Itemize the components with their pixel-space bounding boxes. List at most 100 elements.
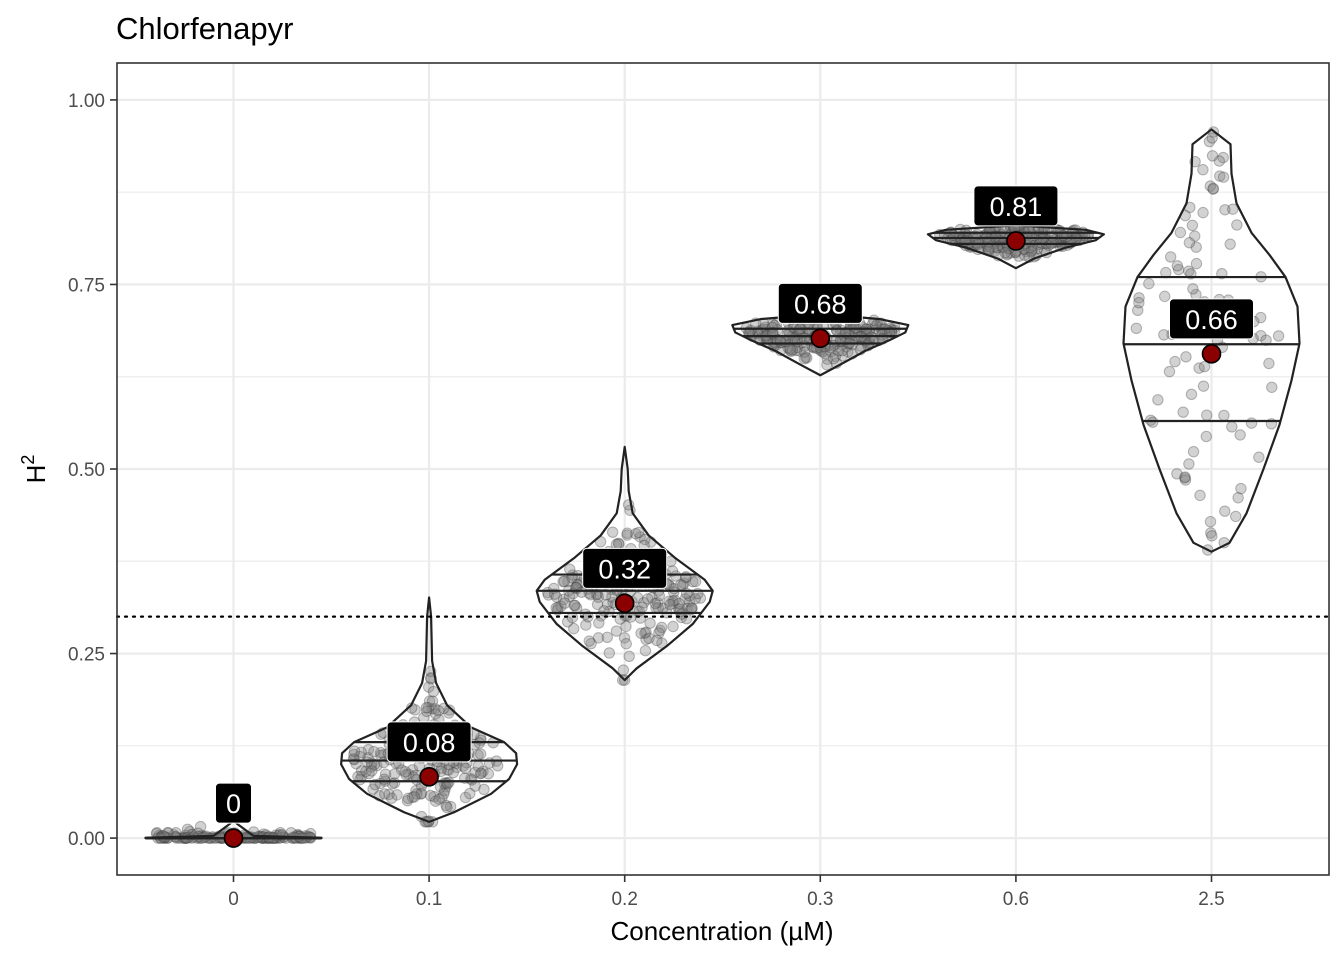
data-point xyxy=(991,242,1004,254)
data-point xyxy=(580,619,592,631)
data-point xyxy=(399,766,411,778)
data-point xyxy=(1190,241,1202,253)
mean-label-box xyxy=(973,185,1059,227)
data-point xyxy=(568,599,580,612)
data-point xyxy=(440,799,452,812)
data-point xyxy=(400,769,412,781)
data-point xyxy=(1189,230,1201,242)
data-point xyxy=(1204,516,1217,528)
data-point xyxy=(591,598,604,611)
data-point xyxy=(1130,322,1143,335)
data-point xyxy=(663,595,675,608)
data-point xyxy=(1245,417,1258,429)
data-point xyxy=(673,597,685,610)
data-point xyxy=(475,767,487,779)
data-point xyxy=(601,631,613,643)
data-point xyxy=(621,529,633,541)
data-point xyxy=(464,787,476,800)
data-point xyxy=(360,765,372,778)
data-point xyxy=(617,664,630,676)
data-point xyxy=(590,588,603,601)
data-point xyxy=(636,601,648,614)
data-point xyxy=(842,346,854,358)
data-point xyxy=(679,593,691,605)
data-point xyxy=(689,575,702,588)
data-point xyxy=(562,575,574,588)
mean-point xyxy=(1201,344,1222,364)
x-tick-label: 0.3 xyxy=(807,889,833,910)
data-point xyxy=(674,579,687,591)
data-point xyxy=(1001,249,1013,261)
data-point xyxy=(411,788,423,800)
data-point xyxy=(432,704,445,717)
data-point xyxy=(443,704,456,716)
data-point xyxy=(1234,429,1246,441)
data-point xyxy=(670,570,682,582)
data-point xyxy=(1147,416,1159,428)
data-point xyxy=(1020,245,1032,258)
data-point xyxy=(678,577,690,589)
mean-point xyxy=(810,328,831,349)
data-point xyxy=(429,795,442,807)
y-tick-label: 0.75 xyxy=(68,275,105,296)
data-point xyxy=(600,589,612,601)
data-point xyxy=(388,768,401,780)
data-point xyxy=(1203,135,1216,148)
violin-group-0.3: 0.68 xyxy=(731,282,910,377)
data-point xyxy=(1217,151,1229,164)
data-point xyxy=(1255,311,1267,324)
data-point xyxy=(379,788,391,800)
data-point xyxy=(1217,171,1230,183)
data-point xyxy=(592,591,605,603)
data-point xyxy=(466,774,478,786)
mean-label-box xyxy=(582,547,668,589)
data-point xyxy=(620,638,632,650)
data-point xyxy=(1183,237,1196,249)
violin-group-0.1: 0.08 xyxy=(340,596,519,828)
data-point xyxy=(821,359,833,371)
data-point xyxy=(676,608,688,620)
data-point xyxy=(426,695,439,707)
data-point xyxy=(474,767,487,780)
y-tick-label: 0.50 xyxy=(68,460,105,481)
data-point xyxy=(482,768,495,780)
mean-label: 0.32 xyxy=(598,554,651,584)
data-point xyxy=(827,352,840,365)
data-point xyxy=(654,624,666,637)
data-point xyxy=(1224,238,1236,250)
data-point xyxy=(378,773,391,785)
data-point xyxy=(991,230,1004,243)
mean-point xyxy=(419,767,439,787)
data-point xyxy=(1227,203,1239,215)
data-point xyxy=(444,800,457,813)
data-point xyxy=(635,627,647,639)
data-point xyxy=(181,823,194,835)
data-point xyxy=(1214,170,1226,182)
data-point xyxy=(438,784,451,797)
data-point xyxy=(640,626,652,638)
data-point xyxy=(687,575,699,588)
data-point xyxy=(194,820,207,833)
data-point xyxy=(558,575,571,588)
data-point xyxy=(592,632,605,644)
chart-title: Chlorfenapyr xyxy=(116,11,293,46)
data-point xyxy=(447,766,459,779)
data-point xyxy=(355,765,368,777)
violin-group-2.5: 0.66 xyxy=(1122,126,1301,556)
mean-label: 0.81 xyxy=(990,192,1043,222)
data-point xyxy=(1255,329,1267,342)
data-point xyxy=(1132,304,1144,317)
data-point xyxy=(363,767,375,780)
data-point xyxy=(402,768,415,780)
data-point xyxy=(575,586,588,598)
data-point xyxy=(656,637,668,649)
data-point xyxy=(667,597,679,610)
y-tick-label: 0.25 xyxy=(68,645,105,666)
data-point xyxy=(585,637,597,650)
data-point xyxy=(667,586,680,598)
data-point xyxy=(786,344,799,356)
data-point xyxy=(655,621,668,634)
data-point xyxy=(603,647,616,659)
data-point xyxy=(569,599,581,612)
